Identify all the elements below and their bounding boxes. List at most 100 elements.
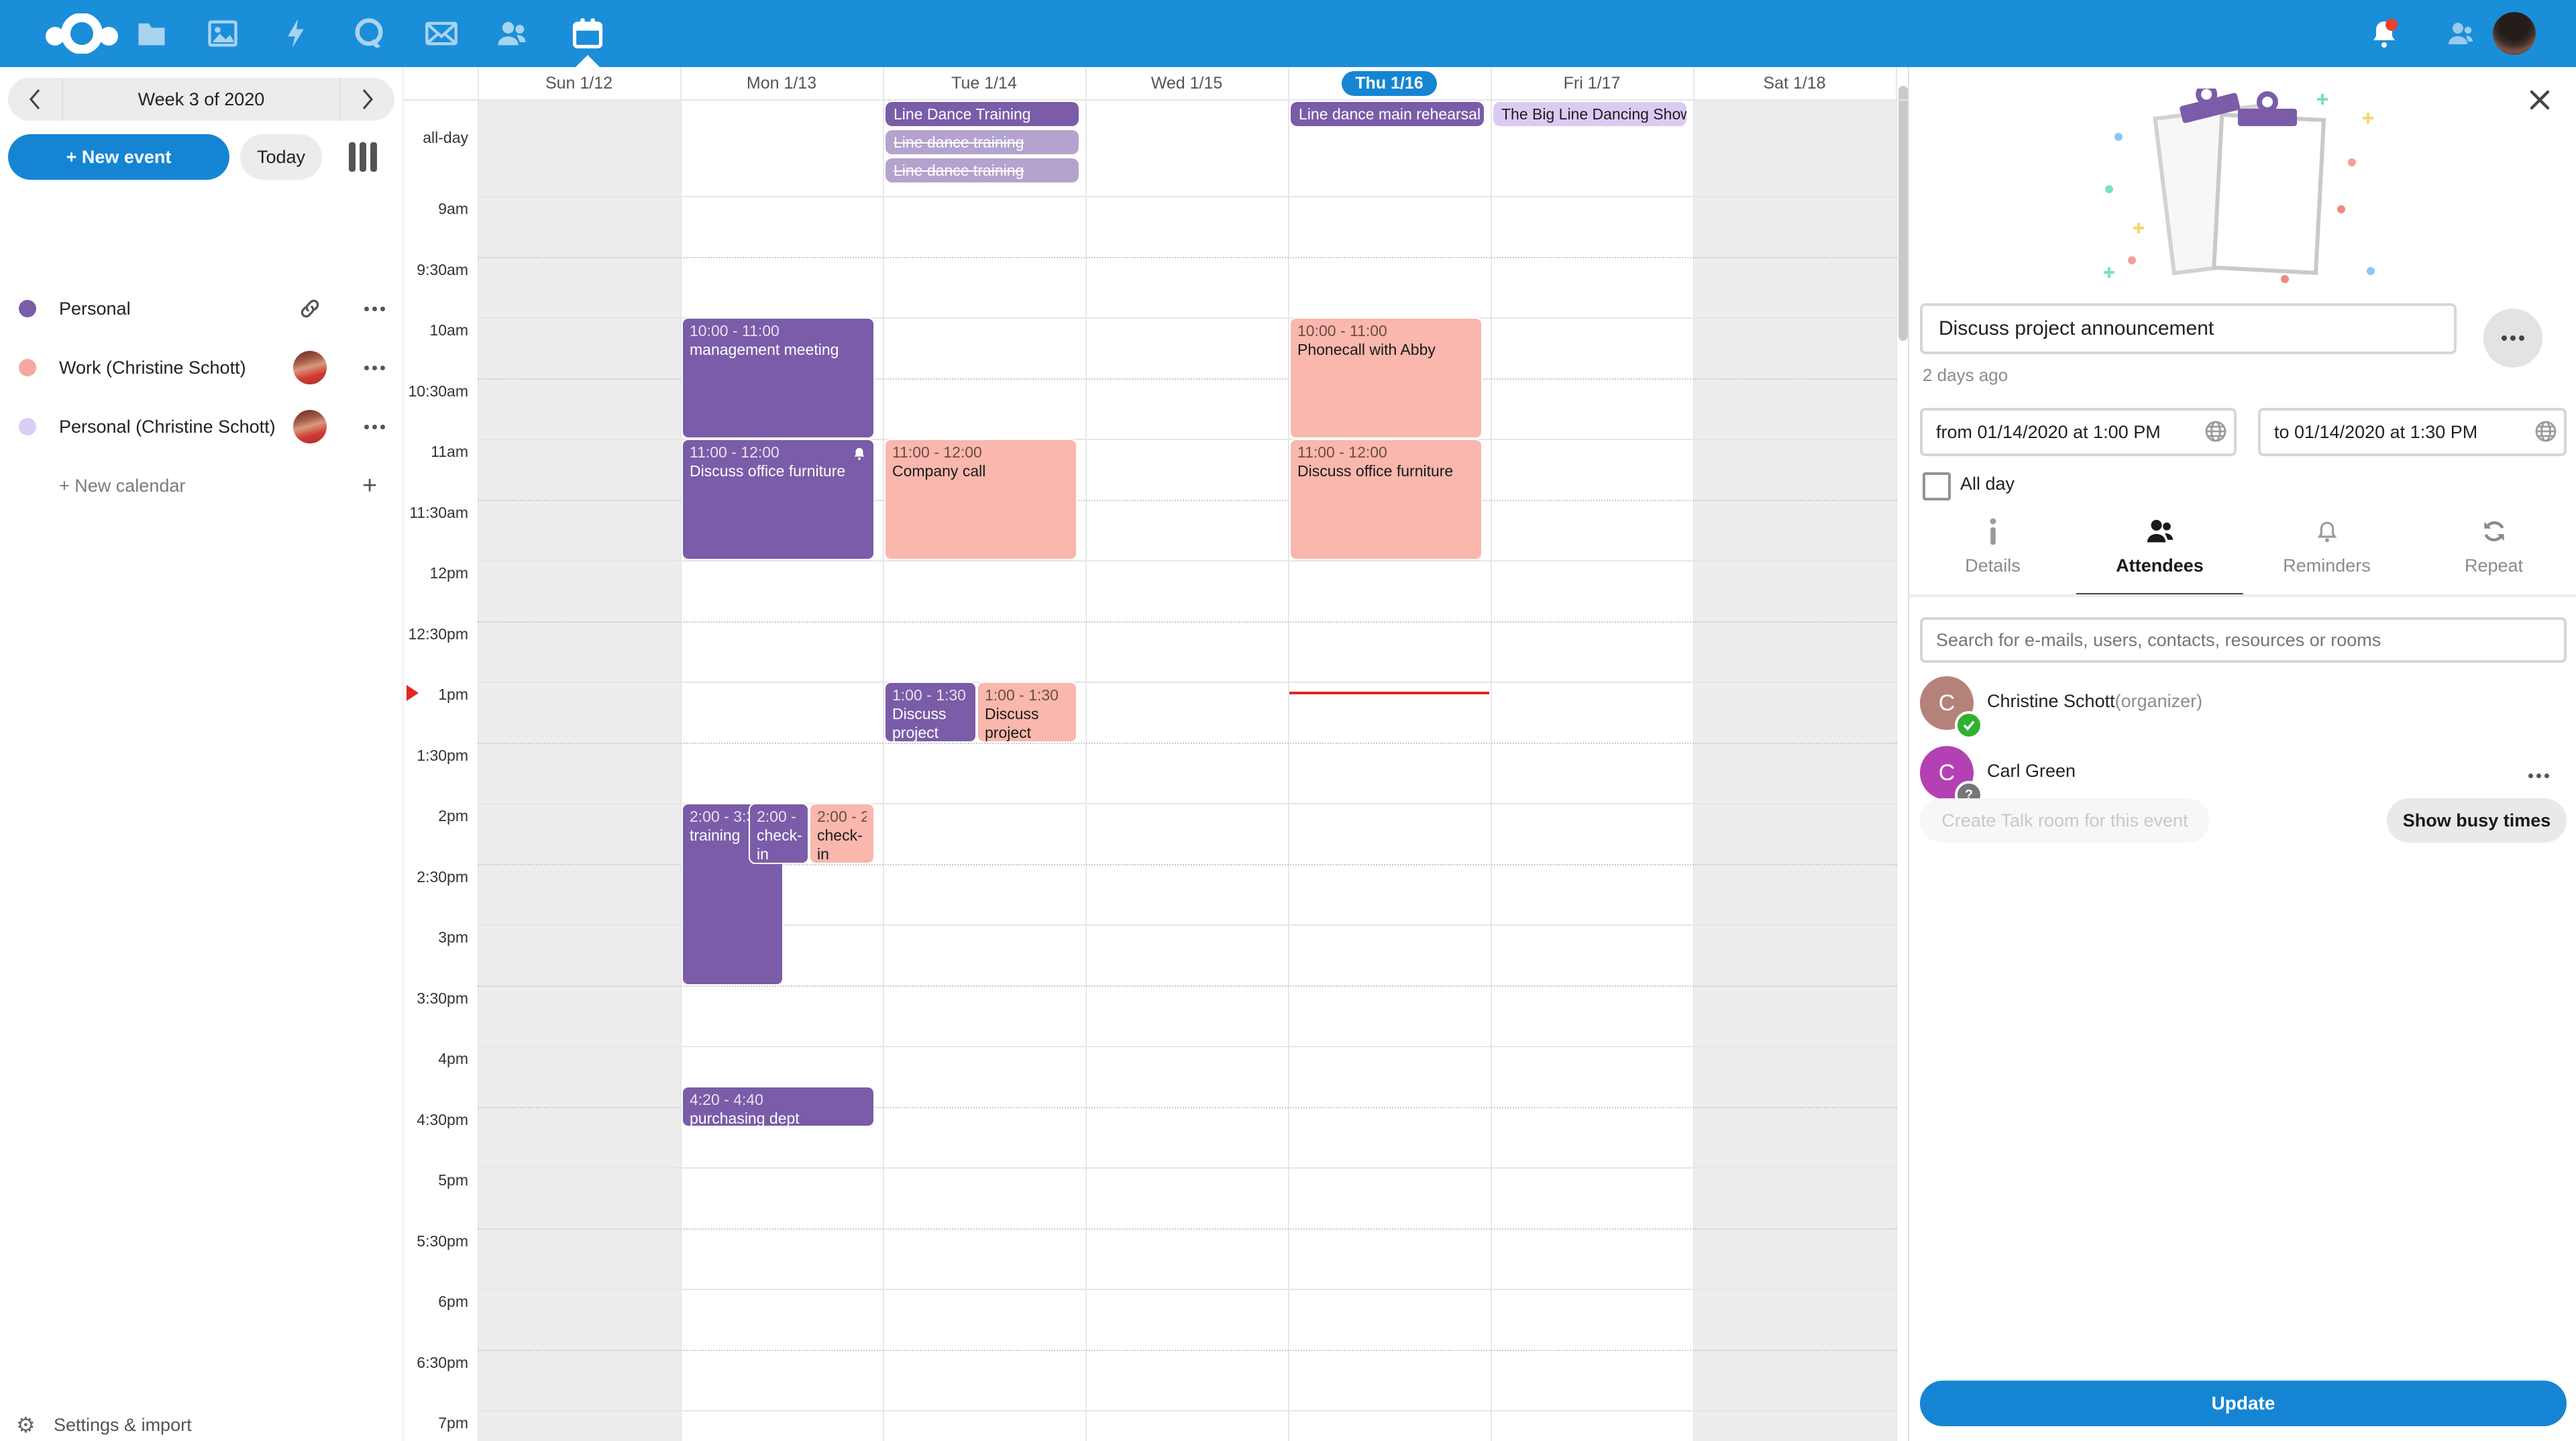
calendar-menu-button[interactable] [357,350,392,385]
grid-row-line [478,1106,1897,1108]
share-link-icon[interactable] [292,291,327,326]
day-header-label: Tue 1/14 [951,73,1017,93]
time-label: 11:30am [409,503,468,521]
day-header-tue[interactable]: Tue 1/14 [883,67,1085,99]
attendee-search-input[interactable] [1920,617,2567,663]
event-time: 4:20 - 4:40 [690,1091,763,1109]
contacts-menu-icon[interactable] [2445,17,2477,50]
new-calendar-button[interactable]: + New calendar + [0,462,402,510]
last-modified-label: 2 days ago [1923,365,2008,385]
calendar-owner-avatar[interactable] [292,350,327,385]
view-mode-toggle-icon[interactable] [349,142,384,172]
chevron-right-icon [362,89,374,110]
all-day-event[interactable]: Line dance training [885,158,1079,182]
show-busy-times-button[interactable]: Show busy times [2387,798,2567,843]
create-talk-room-button[interactable]: Create Talk room for this event [1920,798,2210,843]
files-icon[interactable] [134,16,169,51]
user-avatar[interactable] [2493,12,2536,55]
grid-row-line [478,742,1897,744]
event-card[interactable]: 4:20 - 4:40 purchasing dept [682,1086,875,1127]
scrollbar-thumb[interactable] [1898,86,1908,341]
event-card[interactable]: 2:00 - 2:30check-in [749,803,809,864]
calendar-name: Work (Christine Schott) [59,357,246,378]
event-card[interactable]: 11:00 - 12:00 Discuss office furniture [1289,439,1483,560]
notifications-bell-icon[interactable] [2368,17,2400,50]
mail-icon[interactable] [424,16,459,51]
day-header-wed[interactable]: Wed 1/15 [1085,67,1288,99]
day-header-fri[interactable]: Fri 1/17 [1491,67,1693,99]
grid-row-line [478,560,1897,562]
contacts-icon[interactable] [495,16,530,51]
all-day-event[interactable]: Line dance main rehearsal [1291,102,1484,126]
time-label: 1:30pm [417,746,468,764]
photos-icon[interactable] [205,16,240,51]
avatar [293,351,327,384]
next-week-button[interactable] [339,78,394,121]
event-card[interactable]: 10:00 - 11:00 Phonecall with Abby [1289,317,1483,439]
tab-attendees[interactable]: Attendees [2076,510,2243,597]
update-button[interactable]: Update [1920,1381,2567,1426]
current-time-marker [407,685,419,702]
all-day-event[interactable]: Line Dance Training [885,102,1079,126]
talk-icon[interactable] [352,16,386,51]
people-icon [2147,519,2173,543]
activity-icon[interactable] [279,16,314,51]
attendee-menu-button[interactable] [2521,758,2556,793]
grid-row-line [478,1228,1897,1230]
repeat-icon [2483,521,2504,541]
event-title: Discuss project announcement [985,705,1039,742]
today-button[interactable]: Today [240,134,322,180]
calendar-sidebar: Week 3 of 2020 + New event Today Persona… [0,67,402,1441]
day-header-sat[interactable]: Sat 1/18 [1693,67,1896,99]
calendar-owner-avatar[interactable] [292,409,327,444]
all-day-event[interactable]: Line dance training [885,130,1079,154]
time-label: 2pm [438,807,468,824]
time-label: 12pm [429,564,468,582]
start-datetime-field[interactable] [1920,408,2237,456]
grid-row-line [478,256,1897,258]
event-card[interactable]: 10:00 - 11:00 management meeting [682,317,875,439]
calendar-name: Personal [59,298,131,319]
event-actions-menu-button[interactable] [2483,309,2542,368]
calendar-icon[interactable] [570,16,605,51]
day-header-sun[interactable]: Sun 1/12 [478,67,680,99]
time-label: 3:30pm [417,989,468,1007]
end-datetime-field[interactable] [2258,408,2567,456]
time-label: 1pm [438,686,468,703]
grid-row-line [478,499,1897,501]
grid-row-line [478,1349,1897,1351]
event-card[interactable]: 11:00 - 12:00 Discuss office furniture [682,439,875,560]
week-switcher[interactable]: Week 3 of 2020 [8,78,394,121]
sidebar-calendar-item[interactable]: Work (Christine Schott) [0,343,402,392]
calendar-menu-button[interactable] [357,409,392,444]
all-day-event[interactable]: The Big Line Dancing Show [1493,102,1686,126]
new-event-button[interactable]: + New event [8,134,229,180]
grid-column-line [1896,67,1897,1441]
calendar-scrollbar[interactable] [1897,67,1909,1441]
all-day-checkbox[interactable] [1923,472,1951,500]
tab-details[interactable]: Details [1909,510,2076,597]
day-header-mon[interactable]: Mon 1/13 [680,67,883,99]
previous-week-button[interactable] [8,78,63,121]
settings-import-button[interactable]: ⚙ Settings & import [0,1409,402,1441]
day-header-thu[interactable]: Thu 1/16 [1288,67,1491,99]
event-card[interactable]: 2:00 - 2:30check-in [809,803,875,864]
weekend-shading [478,99,680,1441]
close-icon[interactable] [2521,83,2559,121]
event-title-input[interactable] [1920,303,2457,354]
week-label: Week 3 of 2020 [138,89,265,109]
event-title: Discuss project announcement [892,705,947,742]
tab-reminders[interactable]: Reminders [2243,510,2410,597]
tab-repeat[interactable]: Repeat [2410,510,2576,597]
sidebar-calendar-item[interactable]: Personal (Christine Schott) [0,403,402,451]
nextcloud-logo[interactable] [38,13,126,54]
event-title: Company call [892,462,986,480]
grid-row-line [478,621,1897,623]
attendee-row[interactable]: C Christine Schott(organizer) [1909,674,2576,739]
grid-row-line [478,985,1897,987]
event-card[interactable]: 11:00 - 12:00 Company call [884,439,1077,560]
sidebar-calendar-item[interactable]: Personal [0,284,402,333]
calendar-menu-button[interactable] [357,291,392,326]
